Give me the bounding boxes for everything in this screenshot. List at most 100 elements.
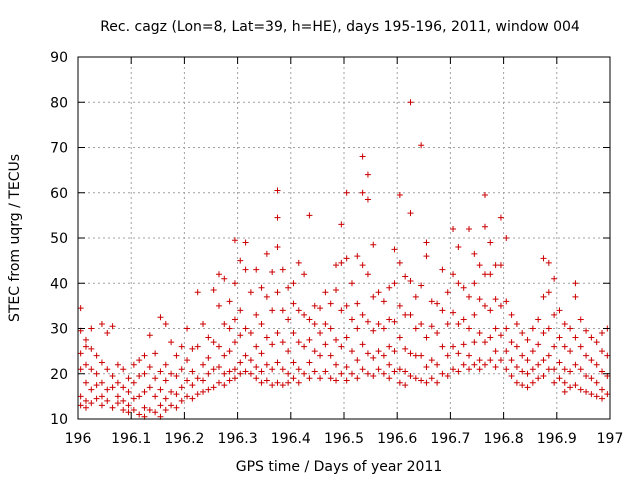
data-point	[306, 359, 313, 366]
x-axis-title: GPS time / Days of year 2011	[236, 459, 443, 475]
data-point	[130, 379, 137, 386]
data-point	[93, 395, 100, 402]
data-point	[343, 255, 350, 262]
data-point	[380, 298, 387, 305]
data-point	[593, 339, 600, 346]
data-point	[157, 386, 164, 393]
data-point	[386, 361, 393, 368]
data-point	[561, 388, 568, 395]
data-point	[226, 325, 233, 332]
data-point	[295, 366, 302, 373]
data-point	[380, 352, 387, 359]
data-point	[567, 368, 574, 375]
data-point	[130, 361, 137, 368]
data-point	[104, 330, 111, 337]
data-point	[412, 293, 419, 300]
data-point	[306, 336, 313, 343]
data-point	[396, 334, 403, 341]
data-point	[263, 293, 270, 300]
data-point	[556, 334, 563, 341]
data-point	[471, 311, 478, 318]
data-point	[396, 192, 403, 199]
data-point	[593, 393, 600, 400]
y-tick-label: 50	[50, 231, 68, 247]
data-point	[561, 343, 568, 350]
data-point	[82, 404, 89, 411]
data-point	[311, 348, 318, 355]
data-point	[258, 320, 265, 327]
x-tick-label: 196.1	[111, 431, 151, 447]
data-point	[295, 307, 302, 314]
data-point	[450, 309, 457, 316]
data-point	[354, 325, 361, 332]
data-point	[125, 375, 132, 382]
data-point	[317, 375, 324, 382]
data-point	[141, 388, 148, 395]
data-point	[487, 239, 494, 246]
data-point	[551, 366, 558, 373]
data-point	[157, 368, 164, 375]
data-point	[380, 325, 387, 332]
data-point	[114, 379, 121, 386]
data-point	[407, 277, 414, 284]
data-point	[359, 189, 366, 196]
data-point	[141, 352, 148, 359]
data-point	[184, 393, 191, 400]
data-point	[82, 361, 89, 368]
data-point	[588, 357, 595, 364]
x-tick-label: 196	[65, 431, 92, 447]
data-point	[82, 379, 89, 386]
data-point	[237, 257, 244, 264]
data-point	[168, 370, 175, 377]
data-point	[274, 244, 281, 251]
data-point	[343, 363, 350, 370]
data-point	[295, 339, 302, 346]
data-point	[322, 320, 329, 327]
data-point	[136, 357, 143, 364]
data-point	[508, 339, 515, 346]
data-point	[88, 386, 95, 393]
data-point	[487, 334, 494, 341]
data-point	[402, 382, 409, 389]
data-point	[104, 397, 111, 404]
data-point	[200, 361, 207, 368]
data-point	[82, 336, 89, 343]
data-point	[402, 311, 409, 318]
data-point	[338, 259, 345, 266]
data-point	[561, 366, 568, 373]
y-axis-title: STEC from uqrg / TECUs	[7, 154, 23, 322]
data-point	[210, 339, 217, 346]
data-point	[508, 373, 515, 380]
data-point	[503, 366, 510, 373]
data-point	[503, 298, 510, 305]
data-point	[210, 366, 217, 373]
data-point	[513, 379, 520, 386]
data-point	[497, 332, 504, 339]
data-point	[466, 352, 473, 359]
data-point	[444, 289, 451, 296]
data-point	[370, 241, 377, 248]
data-point	[556, 375, 563, 382]
data-point	[396, 366, 403, 373]
data-point	[370, 327, 377, 334]
data-point	[588, 375, 595, 382]
data-point	[162, 320, 169, 327]
data-point	[162, 395, 169, 402]
data-point	[226, 377, 233, 384]
data-point	[551, 343, 558, 350]
data-point	[162, 406, 169, 413]
data-point	[551, 379, 558, 386]
data-point	[466, 293, 473, 300]
data-point	[593, 361, 600, 368]
data-point	[471, 361, 478, 368]
data-point	[231, 366, 238, 373]
data-point	[572, 280, 579, 287]
data-point	[423, 239, 430, 246]
x-tick-label: 196.3	[218, 431, 258, 447]
data-point	[497, 262, 504, 269]
data-point	[524, 336, 531, 343]
data-point	[577, 316, 584, 323]
data-point	[152, 350, 159, 357]
data-point	[481, 271, 488, 278]
data-point	[226, 298, 233, 305]
